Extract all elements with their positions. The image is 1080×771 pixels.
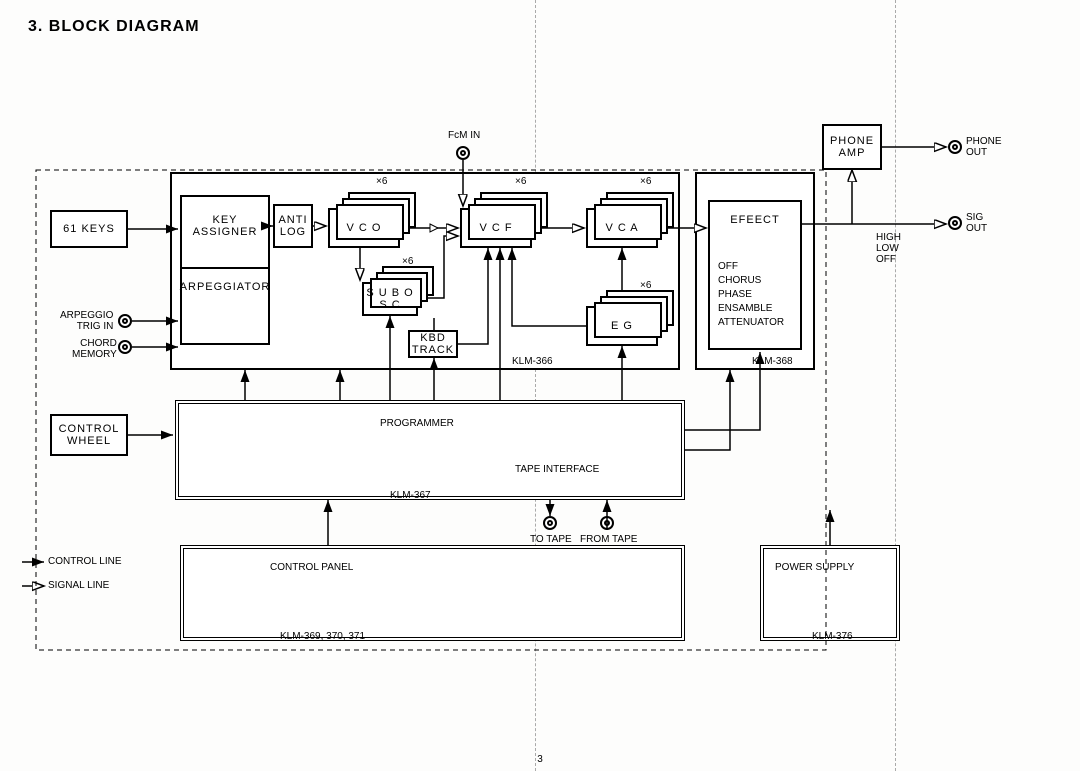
- hilo-label: HIGH LOW OFF: [876, 232, 901, 265]
- vcf-x6: ×6: [515, 176, 526, 187]
- arpeggiator-label: ARPEGGIATOR: [180, 281, 271, 293]
- power-supply-label: POWER SUPPLY: [775, 562, 854, 573]
- from-tape-label: FROM TAPE: [580, 534, 637, 545]
- arp-trig-label: ARPEGGIO TRIG IN: [60, 310, 113, 332]
- effect-box: EFEECT OFF CHORUS PHASE ENSAMBLE ATTENUA…: [708, 200, 802, 350]
- fcm-in-label: FcM IN: [448, 130, 480, 141]
- fold-line-2: [895, 0, 896, 771]
- phone-amp-box: PHONE AMP: [822, 124, 882, 170]
- wiring-layer: [0, 0, 1080, 771]
- to-tape-label: TO TAPE: [530, 534, 572, 545]
- effect-title-label: EFEECT: [730, 214, 779, 226]
- sig-out-jack: [948, 216, 962, 230]
- page-title: 3. BLOCK DIAGRAM: [28, 18, 200, 36]
- programmer-frame: [175, 400, 685, 500]
- klm366-label: KLM-366: [512, 356, 553, 367]
- klm369-label: KLM-369, 370, 371: [280, 631, 365, 642]
- vca-label: V C A: [605, 222, 638, 234]
- to-tape-jack: [543, 516, 557, 530]
- fcm-in-jack: [456, 146, 470, 160]
- vca-box: V C A: [586, 208, 658, 248]
- antilog-label: ANTI LOG: [275, 214, 311, 238]
- sig-out-label: SIG OUT: [966, 212, 987, 234]
- kbdtrack-box: KBD TRACK: [408, 330, 458, 358]
- vcf-label: V C F: [479, 222, 512, 234]
- legend-control-label: CONTROL LINE: [48, 556, 122, 567]
- power-supply-frame: [760, 545, 900, 641]
- arp-trig-jack: [118, 314, 132, 328]
- vco-box: V C O: [328, 208, 400, 248]
- chord-mem-jack: [118, 340, 132, 354]
- subosc-label: S U B O S C: [364, 287, 416, 311]
- key-assigner-box: KEY ASSIGNER ARPEGGIATOR: [180, 195, 270, 345]
- phone-out-jack: [948, 140, 962, 154]
- control-wheel-box: CONTROL WHEEL: [50, 414, 128, 456]
- from-tape-jack: [600, 516, 614, 530]
- kbdtrack-label: KBD TRACK: [410, 332, 456, 356]
- eg-label: E G: [611, 320, 633, 332]
- control-panel-label: CONTROL PANEL: [270, 562, 353, 573]
- vca-x6: ×6: [640, 176, 651, 187]
- subosc-box: S U B O S C: [362, 282, 418, 316]
- key-assigner-label: KEY ASSIGNER: [182, 214, 268, 238]
- page-number: 3: [0, 754, 1080, 765]
- vco-label: V C O: [347, 222, 382, 234]
- fold-line-1: [535, 0, 536, 771]
- tape-iface-label: TAPE INTERFACE: [515, 464, 599, 475]
- phone-out-label: PHONE OUT: [966, 136, 1002, 158]
- klm367-label: KLM-367: [390, 490, 431, 501]
- control-wheel-label: CONTROL WHEEL: [52, 423, 126, 447]
- keys-label: 61 KEYS: [63, 223, 115, 235]
- klm368-label: KLM-368: [752, 356, 793, 367]
- effect-modes-label: OFF CHORUS PHASE ENSAMBLE ATTENUATOR: [718, 260, 784, 330]
- legend-signal-label: SIGNAL LINE: [48, 580, 109, 591]
- chord-mem-label: CHORD MEMORY: [72, 338, 117, 360]
- antilog-box: ANTI LOG: [273, 204, 313, 248]
- phone-amp-label: PHONE AMP: [824, 135, 880, 159]
- klm376-label: KLM-376: [812, 631, 853, 642]
- eg-box: E G: [586, 306, 658, 346]
- control-panel-frame: [180, 545, 685, 641]
- programmer-label: PROGRAMMER: [380, 418, 454, 429]
- vco-x6: ×6: [376, 176, 387, 187]
- vcf-box: V C F: [460, 208, 532, 248]
- keys-box: 61 KEYS: [50, 210, 128, 248]
